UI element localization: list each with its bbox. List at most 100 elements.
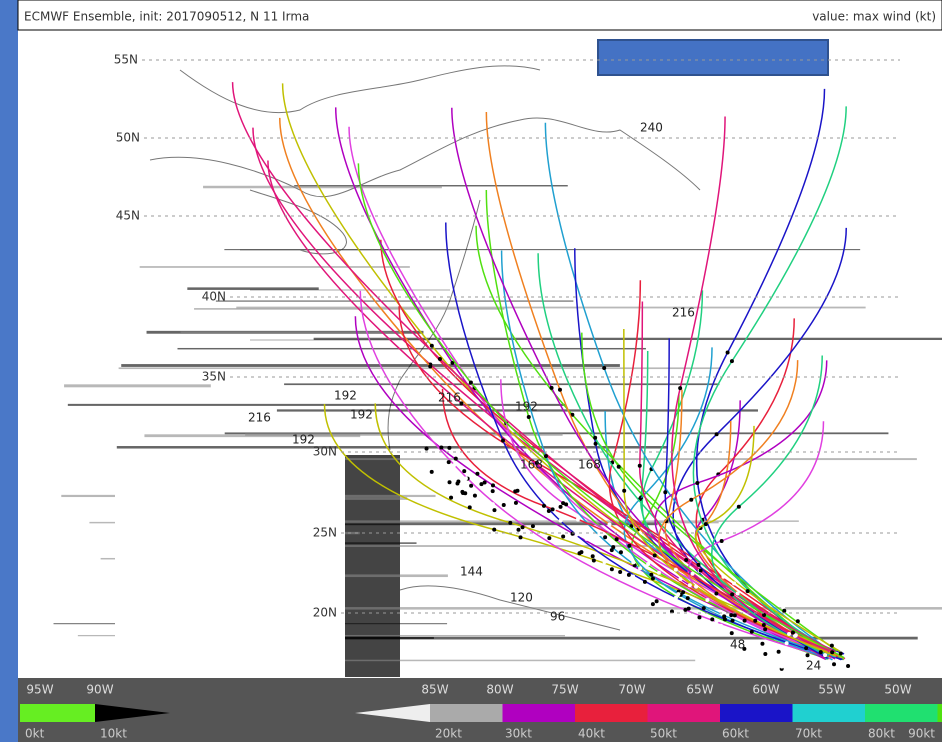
track-point: [627, 544, 631, 548]
track-point: [479, 482, 483, 486]
track-point: [531, 524, 535, 528]
track-point: [631, 575, 635, 579]
track-point: [704, 522, 708, 526]
track-point: [550, 488, 554, 492]
track-point: [430, 470, 434, 474]
track-point: [723, 617, 727, 621]
colorbar-segment: [938, 704, 942, 722]
track-label: 48: [730, 638, 745, 652]
track-point: [473, 494, 477, 498]
track-point: [611, 545, 615, 549]
track-point: [715, 432, 719, 436]
track-point: [688, 583, 692, 587]
artifact-stripe: [216, 301, 574, 302]
track-point: [729, 613, 733, 617]
track-point: [710, 617, 714, 621]
track-point: [519, 535, 523, 539]
track-point: [468, 505, 472, 509]
lon-label: 90W: [86, 683, 113, 697]
lat-label: 35N: [202, 370, 226, 384]
lat-label: 40N: [202, 290, 226, 304]
track-point: [643, 580, 647, 584]
track-point: [694, 585, 698, 589]
track-point: [780, 664, 784, 668]
track-point: [657, 571, 661, 575]
track-point: [823, 653, 827, 657]
track-point: [731, 619, 735, 623]
track-point: [684, 558, 688, 562]
track-point: [646, 562, 650, 566]
track-point: [720, 539, 724, 543]
track-point: [492, 508, 496, 512]
track-label: 24: [806, 659, 821, 673]
track-point: [475, 472, 479, 476]
track-point: [591, 554, 595, 558]
track-label: 192: [350, 408, 373, 422]
track-point: [559, 505, 563, 509]
track-point: [516, 528, 520, 532]
track-point: [454, 457, 458, 461]
track-point: [825, 629, 829, 633]
track-point: [793, 634, 797, 638]
track-point: [702, 606, 706, 610]
lon-label: 85W: [421, 683, 448, 697]
track-point: [689, 498, 693, 502]
track-point: [462, 469, 466, 473]
title: ECMWF Ensemble, init: 2017090512, N 11 I…: [24, 10, 309, 24]
track-point: [602, 366, 606, 370]
track-point: [469, 484, 473, 488]
track-point: [515, 489, 519, 493]
track-point: [730, 631, 734, 635]
track-point: [678, 577, 682, 581]
artifact-stripe: [64, 384, 211, 387]
track-point: [839, 652, 843, 656]
track-point: [726, 351, 730, 355]
track-point: [678, 386, 682, 390]
track-point: [806, 653, 810, 657]
track-point: [627, 573, 631, 577]
track-point: [750, 630, 754, 634]
track-point: [576, 518, 580, 522]
track-point: [699, 568, 703, 572]
track-point: [691, 572, 695, 576]
track-point: [638, 464, 642, 468]
track-point: [721, 575, 725, 579]
track-point: [762, 623, 766, 627]
track-point: [469, 380, 473, 384]
track-point: [470, 454, 474, 458]
track-point: [819, 650, 823, 654]
colorbar-label: 20kt: [435, 727, 462, 741]
track-point: [464, 477, 468, 481]
colorbar-label: 50kt: [650, 727, 677, 741]
track-point: [544, 454, 548, 458]
track-point: [456, 479, 460, 483]
track-point: [488, 493, 492, 497]
track-point: [730, 592, 734, 596]
track-point: [674, 568, 678, 572]
track-point: [448, 480, 452, 484]
track-point: [719, 624, 723, 628]
track-point: [715, 619, 719, 623]
track-point: [452, 463, 456, 467]
track-label: 168: [520, 458, 543, 472]
track-point: [683, 608, 687, 612]
track-point: [695, 481, 699, 485]
track-point: [571, 532, 575, 536]
track-point: [514, 501, 518, 505]
track-point: [514, 483, 518, 487]
track-point: [763, 627, 767, 631]
track-label: 96: [550, 610, 565, 624]
track-point: [592, 535, 596, 539]
track-point: [551, 507, 555, 511]
track-point: [464, 500, 468, 504]
lon-label: 50W: [884, 683, 911, 697]
track-point: [686, 596, 690, 600]
track-point: [696, 563, 700, 567]
track-point: [617, 465, 621, 469]
lat-label: 45N: [116, 209, 140, 223]
track-point: [796, 619, 800, 623]
lat-label: 30N: [313, 445, 337, 459]
track-point: [447, 446, 451, 450]
track-point: [714, 592, 718, 596]
lon-label: 65W: [686, 683, 713, 697]
